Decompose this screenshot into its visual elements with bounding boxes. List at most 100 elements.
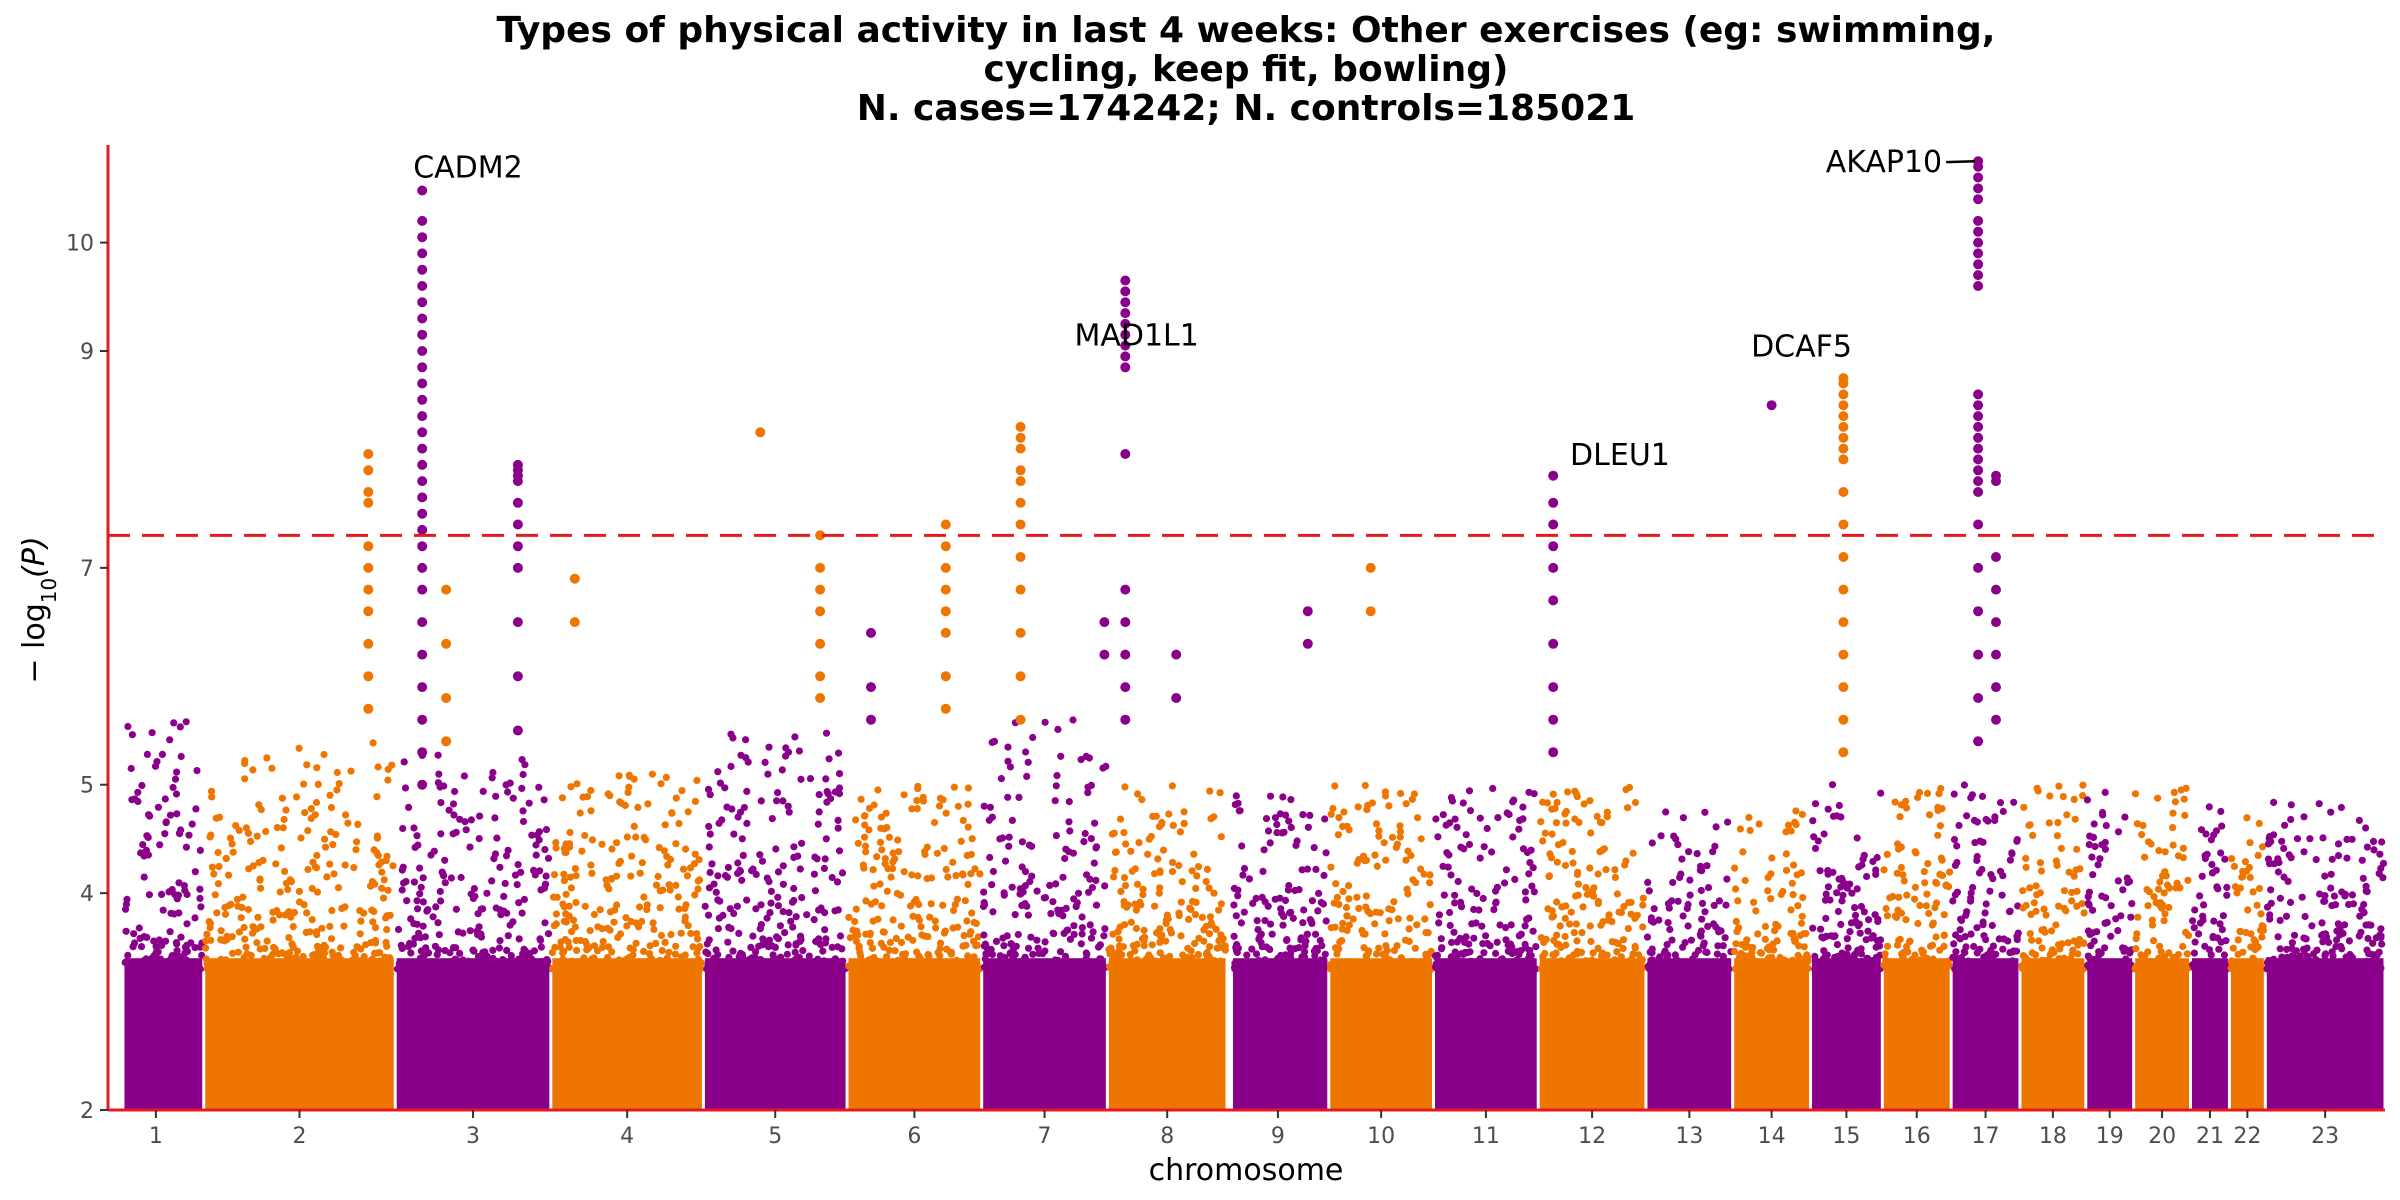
peak-point bbox=[417, 297, 428, 308]
snp-point bbox=[572, 898, 580, 907]
snp-point bbox=[1083, 950, 1091, 958]
snp-point bbox=[2063, 811, 2071, 819]
snp-point bbox=[1185, 915, 1193, 924]
snp-point bbox=[1834, 907, 1842, 916]
snp-point bbox=[1206, 913, 1214, 921]
snp-point bbox=[1413, 921, 1421, 929]
peak-point bbox=[1548, 470, 1559, 481]
snp-point bbox=[891, 965, 899, 973]
snp-point bbox=[1562, 807, 1570, 816]
snp-point bbox=[2203, 958, 2211, 967]
snp-point bbox=[1000, 965, 1009, 973]
snp-point bbox=[2255, 819, 2263, 828]
snp-point bbox=[1906, 965, 1914, 973]
snp-point bbox=[942, 809, 950, 817]
snp-point bbox=[723, 873, 732, 881]
snp-point bbox=[1764, 873, 1772, 882]
snp-point bbox=[1340, 808, 1348, 816]
snp-point bbox=[170, 910, 178, 918]
snp-point bbox=[2217, 807, 2225, 816]
snp-point bbox=[124, 964, 132, 972]
peak-point bbox=[1973, 606, 1984, 617]
snp-point bbox=[1154, 855, 1162, 863]
snp-point bbox=[300, 780, 308, 788]
snp-point bbox=[416, 890, 424, 898]
peak-point bbox=[1991, 682, 2001, 693]
snp-point bbox=[2009, 948, 2017, 956]
snp-point bbox=[436, 887, 444, 896]
snp-point bbox=[2239, 962, 2247, 970]
snp-point bbox=[1880, 866, 1888, 874]
snp-point bbox=[1911, 883, 1919, 891]
snp-point bbox=[836, 932, 845, 940]
snp-point bbox=[997, 775, 1006, 783]
snp-point bbox=[1285, 817, 1293, 825]
snp-point bbox=[413, 832, 421, 840]
snp-point bbox=[1468, 920, 1476, 928]
snp-point bbox=[2084, 961, 2092, 969]
snp-point bbox=[1946, 868, 1954, 876]
snp-point bbox=[1024, 911, 1032, 919]
snp-point bbox=[320, 949, 329, 957]
snp-point bbox=[981, 940, 990, 948]
snp-point bbox=[968, 835, 976, 843]
snp-point bbox=[311, 955, 319, 964]
snp-point bbox=[1084, 783, 1092, 791]
snp-point bbox=[2229, 944, 2237, 952]
snp-point bbox=[143, 750, 151, 759]
snp-point bbox=[1980, 965, 1988, 973]
peak-point bbox=[1015, 627, 1026, 638]
snp-point bbox=[1452, 963, 1460, 971]
snp-point bbox=[736, 866, 744, 875]
snp-point bbox=[725, 923, 733, 932]
snp-point bbox=[1051, 956, 1059, 964]
snp-point bbox=[1873, 853, 1881, 862]
chromosome-band-19 bbox=[2087, 958, 2133, 1110]
snp-point bbox=[2337, 942, 2345, 950]
snp-point bbox=[460, 772, 468, 780]
snp-point bbox=[2345, 937, 2353, 945]
snp-point bbox=[582, 965, 590, 973]
snp-point bbox=[2241, 858, 2249, 866]
snp-point bbox=[1953, 858, 1961, 867]
snp-point bbox=[249, 862, 257, 870]
snp-point bbox=[417, 883, 425, 891]
snp-point bbox=[1345, 895, 1353, 903]
peak-point bbox=[1973, 259, 1984, 270]
snp-point bbox=[518, 909, 526, 917]
snp-point bbox=[1579, 903, 1587, 911]
snp-point bbox=[2215, 945, 2223, 953]
snp-point bbox=[366, 882, 375, 890]
snp-point bbox=[450, 811, 458, 819]
snp-point bbox=[1511, 875, 1519, 884]
snp-point bbox=[1328, 965, 1336, 973]
snp-point bbox=[1743, 936, 1751, 944]
snp-point bbox=[2234, 936, 2242, 944]
snp-point bbox=[173, 947, 181, 955]
snp-point bbox=[1934, 806, 1942, 815]
snp-point bbox=[881, 855, 889, 863]
snp-point bbox=[961, 897, 969, 905]
snp-point bbox=[615, 772, 623, 780]
snp-point bbox=[1266, 792, 1275, 800]
snp-point bbox=[1149, 812, 1157, 821]
snp-point bbox=[1984, 817, 1992, 825]
peak-point bbox=[363, 497, 374, 508]
snp-point bbox=[889, 849, 897, 857]
snp-point bbox=[138, 781, 146, 790]
snp-point bbox=[1231, 959, 1239, 967]
snp-point bbox=[519, 965, 527, 973]
peak-point bbox=[1973, 270, 1984, 281]
peak-point bbox=[1973, 161, 1984, 172]
snp-point bbox=[1435, 911, 1443, 919]
snp-point bbox=[452, 828, 460, 836]
snp-point bbox=[773, 965, 781, 973]
snp-point bbox=[1243, 951, 1251, 959]
snp-point bbox=[1773, 964, 1781, 973]
snp-point bbox=[1954, 959, 1962, 967]
snp-point bbox=[1230, 932, 1238, 940]
snp-point bbox=[2096, 855, 2104, 863]
snp-point bbox=[739, 851, 747, 860]
snp-point bbox=[959, 871, 967, 879]
snp-point bbox=[1300, 906, 1308, 914]
